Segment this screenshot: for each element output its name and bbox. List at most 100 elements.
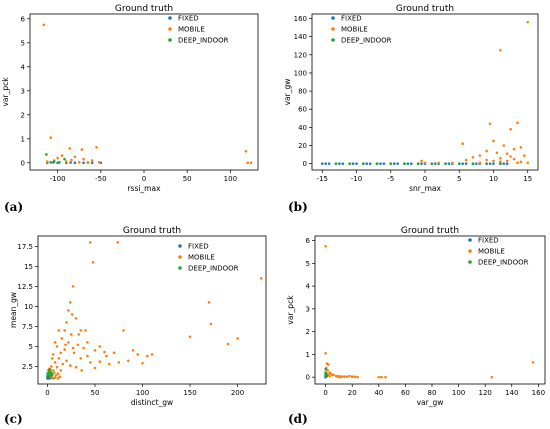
data-point: [57, 329, 61, 332]
legend-label: FIXED: [188, 243, 209, 251]
data-point: [117, 361, 121, 364]
data-point: [464, 158, 468, 162]
legend: FIXED MOBILE DEEP_INDOOR: [331, 15, 392, 45]
data-point: [406, 162, 410, 165]
chart-rssi-vs-varpck: Ground truth -100 -50 0 50 100 0 1 2 3 4 5 6 rssi_max…: [1, 4, 259, 193]
x-tick-label: 10: [489, 175, 498, 183]
x-axis-label: distinct_gw: [131, 398, 173, 407]
x-tick-label: -50: [95, 175, 106, 183]
legend-label: FIXED: [178, 15, 199, 23]
x-tick-label: -5: [387, 175, 394, 183]
y-tick-label: 100: [294, 69, 307, 77]
chart-title: Ground truth: [396, 4, 454, 14]
y-tick-label: 40: [298, 124, 307, 132]
data-point: [73, 161, 77, 165]
data-point: [74, 365, 78, 369]
y-tick-label: 5: [29, 343, 33, 351]
y-tick-label: 1: [306, 351, 310, 359]
legend-marker: [168, 27, 172, 31]
data-point: [338, 162, 341, 165]
data-point: [512, 147, 516, 151]
data-point: [49, 368, 52, 371]
data-point: [392, 162, 396, 165]
data-point: [246, 161, 249, 165]
data-point: [141, 361, 144, 365]
data-point: [355, 162, 358, 165]
y-tick-label: 2: [21, 111, 25, 119]
x-tick-label: 100: [452, 389, 465, 397]
data-point: [430, 162, 434, 165]
data-point: [53, 341, 57, 344]
data-point: [505, 162, 509, 165]
data-point: [145, 354, 149, 358]
legend-label: FIXED: [341, 15, 362, 23]
x-tick-label: 150: [183, 389, 196, 397]
data-point: [126, 359, 130, 363]
data-point: [77, 161, 81, 164]
data-point: [60, 154, 64, 157]
plot-frame: [314, 235, 546, 385]
x-tick-label: 60: [401, 389, 410, 397]
y-tick-label: 0: [21, 159, 25, 167]
y-tick-label: 80: [298, 88, 307, 96]
data-point: [82, 161, 85, 165]
data-point: [45, 153, 48, 156]
data-point: [410, 162, 413, 165]
data-point: [136, 353, 140, 356]
data-point: [519, 160, 523, 164]
legend-label: DEEP_INDOOR: [188, 265, 239, 273]
data-point: [90, 159, 94, 162]
y-tick-label: 3: [21, 87, 25, 95]
data-point: [365, 162, 369, 165]
data-point: [70, 158, 73, 162]
data-point: [509, 155, 512, 158]
data-point: [49, 161, 53, 164]
data-point: [485, 162, 488, 165]
y-tick-label: 4: [21, 63, 26, 71]
data-point: [368, 162, 372, 165]
data-point: [67, 309, 70, 312]
data-point: [327, 162, 331, 165]
data-point: [69, 301, 72, 304]
y-tick-label: 4: [306, 283, 311, 291]
data-point: [492, 159, 495, 163]
series-mobile: [47, 241, 263, 380]
data-point: [53, 376, 57, 379]
series-mobile: [420, 20, 530, 165]
legend-marker: [178, 255, 182, 259]
data-point: [384, 375, 387, 379]
data-point: [50, 357, 54, 360]
data-point: [423, 161, 427, 165]
data-point: [105, 354, 108, 358]
data-point: [79, 329, 83, 332]
y-axis-label: var_pck: [286, 295, 295, 325]
data-point: [76, 343, 80, 347]
y-tick-label: 7.5: [22, 323, 33, 331]
data-point: [488, 162, 492, 165]
x-tick-label: 160: [532, 389, 545, 397]
data-point: [531, 361, 535, 364]
legend-marker: [178, 244, 182, 248]
x-axis-label: rssi_max: [127, 184, 161, 193]
legend-label: FIXED: [478, 237, 499, 245]
y-tick-label: 5: [306, 260, 310, 268]
y-tick-label: 2: [306, 328, 310, 336]
x-tick-label: 0: [323, 389, 327, 397]
legend: FIXED MOBILE DEEP_INDOOR: [168, 15, 229, 45]
data-point: [342, 375, 346, 379]
data-point: [502, 162, 506, 165]
data-point: [499, 162, 502, 165]
legend-marker: [331, 27, 335, 31]
x-tick-label: 0: [423, 175, 427, 183]
data-point: [350, 375, 354, 379]
data-point: [98, 345, 102, 348]
data-point: [73, 155, 77, 159]
data-point: [324, 372, 327, 376]
y-tick-label: 17.5: [17, 243, 33, 251]
data-point: [150, 353, 154, 356]
data-point: [396, 162, 399, 165]
data-point: [88, 241, 92, 244]
data-point: [326, 369, 329, 372]
x-tick-label: 15: [523, 175, 532, 183]
data-point: [56, 372, 60, 375]
